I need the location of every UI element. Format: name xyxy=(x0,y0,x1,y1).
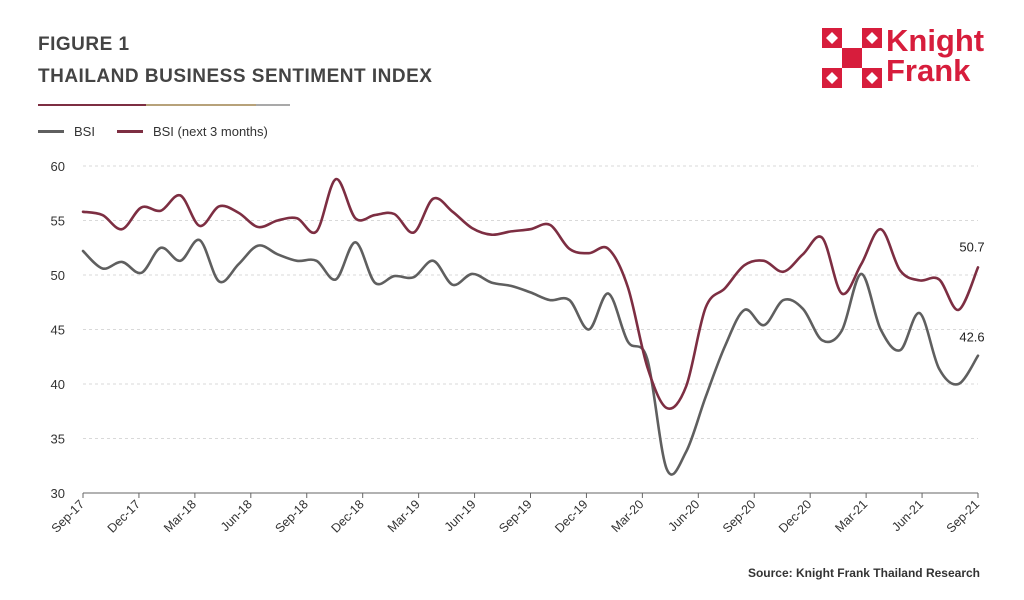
y-tick-label: 50 xyxy=(51,268,65,283)
y-tick-label: 30 xyxy=(51,486,65,501)
logo-mark-diamond xyxy=(826,72,838,84)
knight-frank-wordmark: Knight Frank xyxy=(886,23,985,88)
series-line-bsi xyxy=(81,238,980,476)
x-tick-label: Mar-21 xyxy=(832,497,870,535)
x-tick-label: Mar-20 xyxy=(609,497,647,535)
x-tick-label: Jun-20 xyxy=(665,497,702,534)
legend-swatch-bsi-next xyxy=(116,130,143,133)
y-tick-label: 40 xyxy=(51,377,65,392)
chart-legend: BSI BSI (next 3 months) xyxy=(38,124,290,139)
y-tick-label: 35 xyxy=(51,432,65,447)
series-line-bsi-next xyxy=(81,177,980,410)
x-tick-label: Mar-18 xyxy=(161,497,199,535)
end-label-bsi-next: 50.7 xyxy=(959,239,984,254)
knight-frank-logo: Knight Frank xyxy=(822,23,992,90)
y-tick-label: 55 xyxy=(51,214,65,229)
x-tick-label: Jun-21 xyxy=(889,497,926,534)
logo-mark-diamond xyxy=(826,32,838,44)
legend-label-bsi-next: BSI (next 3 months) xyxy=(152,124,268,139)
x-tick-label: Dec-17 xyxy=(105,497,143,535)
source-note: Source: Knight Frank Thailand Research xyxy=(747,566,980,580)
logo-mark-diamond xyxy=(866,32,878,44)
knight-frank-logo-mark xyxy=(822,28,882,88)
y-tick-label: 45 xyxy=(51,323,65,338)
x-tick-label: Sep-17 xyxy=(49,497,87,535)
x-tick-label: Sep-20 xyxy=(720,497,758,535)
logo-line-1: Knight xyxy=(886,23,985,58)
x-tick-label: Sep-19 xyxy=(496,497,534,535)
x-tick-label: Jun-19 xyxy=(442,497,479,534)
legend-swatch-bsi xyxy=(38,130,64,133)
logo-mark-diamond xyxy=(866,72,878,84)
figure-label: FIGURE 1 xyxy=(38,34,130,55)
chart-title: THAILAND BUSINESS SENTIMENT INDEX xyxy=(38,66,433,87)
x-tick-label: Dec-18 xyxy=(328,497,366,535)
legend-item-bsi: BSI xyxy=(38,124,95,139)
title-underline xyxy=(38,104,290,106)
x-tick-label: Mar-19 xyxy=(385,497,423,535)
x-tick-label: Dec-20 xyxy=(776,497,814,535)
x-tick-label: Dec-19 xyxy=(552,497,590,535)
x-tick-label: Jun-18 xyxy=(218,497,255,534)
y-tick-label: 60 xyxy=(51,159,65,174)
logo-mark-block xyxy=(842,48,862,68)
legend-item-bsi-next: BSI (next 3 months) xyxy=(116,124,268,139)
logo-line-2: Frank xyxy=(886,53,971,88)
legend-label-bsi: BSI xyxy=(74,124,95,139)
end-label-bsi: 42.6 xyxy=(959,330,984,345)
x-tick-label: Sep-18 xyxy=(272,497,310,535)
x-tick-label: Sep-21 xyxy=(944,497,982,535)
